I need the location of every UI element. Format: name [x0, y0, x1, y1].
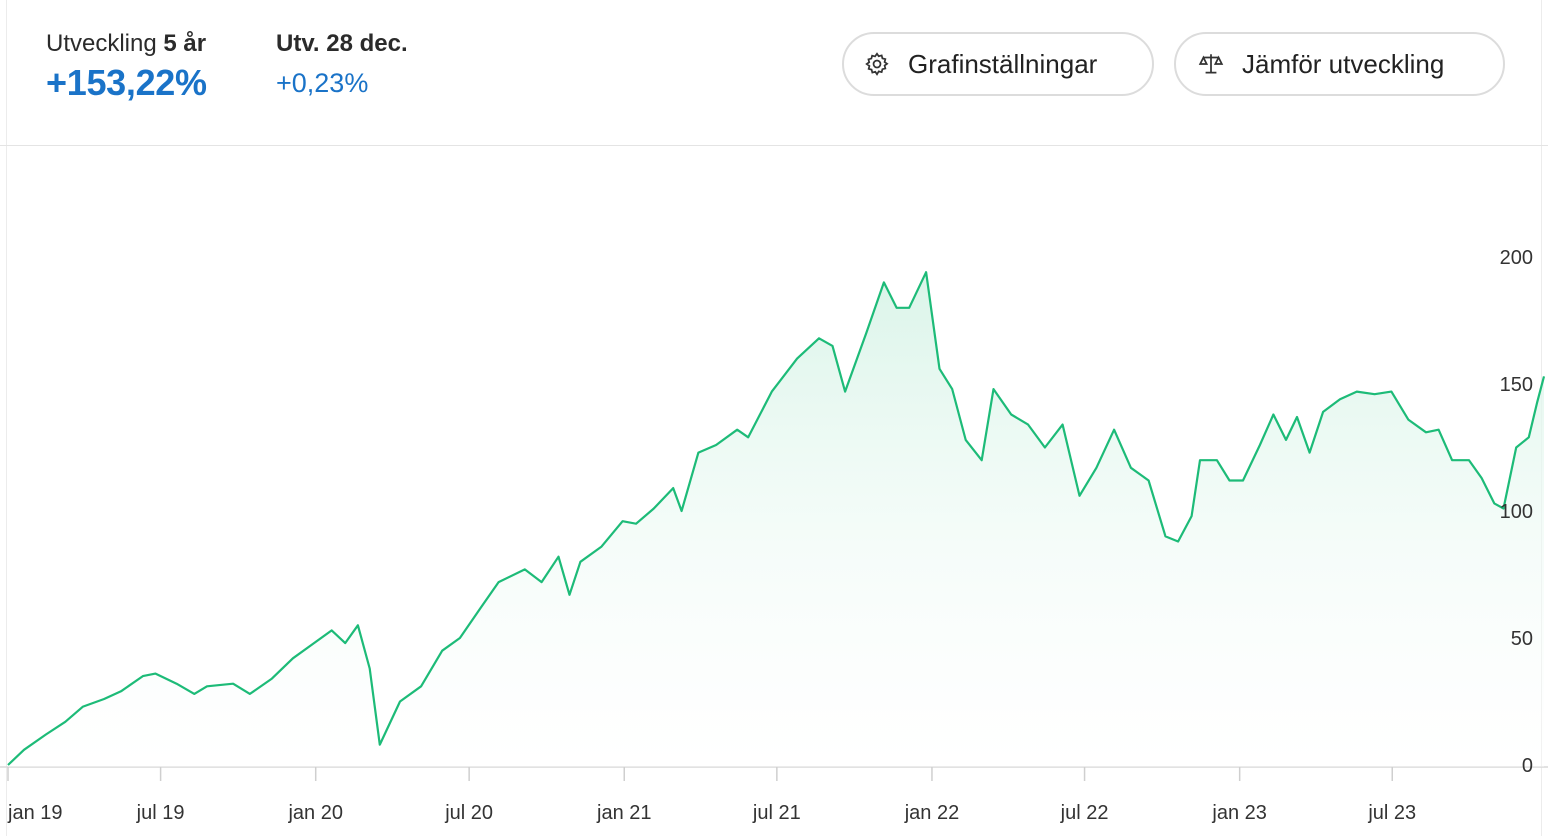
stat-day-label: Utv. 28 dec. [276, 30, 408, 57]
stat-five-year-label: Utveckling 5 år [46, 30, 207, 58]
x-tick-label: jul 23 [1367, 802, 1416, 824]
y-tick-label: 0 [1522, 755, 1533, 777]
y-tick-label: 50 [1511, 628, 1533, 650]
x-tick-label: jul 21 [752, 802, 801, 824]
stat-five-year-label-prefix: Utveckling [46, 30, 157, 57]
x-tick-label: jan 23 [1211, 802, 1267, 824]
gear-icon [865, 52, 889, 76]
y-tick-label: 200 [1500, 247, 1533, 269]
y-tick-label: 100 [1500, 501, 1533, 523]
x-tick-label: jan 21 [596, 802, 652, 824]
x-tick-label: jan 19 [7, 802, 63, 824]
y-tick-label: 150 [1500, 374, 1533, 396]
compare-performance-button[interactable]: Jämför utveckling [1174, 32, 1505, 96]
x-tick-label: jul 19 [136, 802, 185, 824]
stat-day: Utv. 28 dec. +0,23% [276, 30, 408, 99]
stat-five-year: Utveckling 5 år +153,22% [46, 30, 207, 104]
stat-five-year-value: +153,22% [46, 62, 207, 103]
x-tick-label: jan 22 [904, 802, 960, 824]
stat-five-year-label-strong: 5 år [163, 30, 207, 57]
x-tick-label: jan 20 [287, 802, 343, 824]
series-line [7, 271, 1546, 766]
stat-day-value: +0,23% [276, 68, 369, 98]
x-tick-label: jul 20 [444, 802, 493, 824]
series-area [8, 272, 1544, 767]
chart-settings-button[interactable]: Grafinställningar [842, 32, 1154, 96]
chart-settings-label: Grafinställningar [908, 48, 1098, 79]
x-tick-label: jul 22 [1060, 802, 1109, 824]
chart-header: Utveckling 5 år +153,22% Utv. 28 dec. +0… [0, 0, 1548, 146]
scale-icon [1198, 54, 1224, 74]
performance-chart: 0 50 100 150 200 jan 19 jul 19 jan 20 jul 20 jan… [0, 247, 1548, 824]
compare-performance-label: Jämför utveckling [1242, 48, 1445, 79]
